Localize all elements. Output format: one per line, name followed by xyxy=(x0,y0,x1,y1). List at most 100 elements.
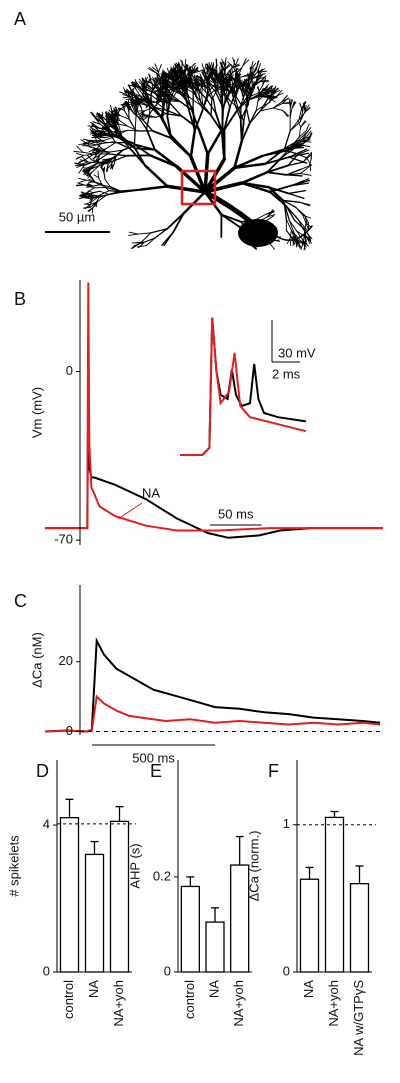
dendrite xyxy=(160,75,163,83)
dendrite xyxy=(145,128,156,151)
dendrite xyxy=(305,222,310,231)
bar xyxy=(299,878,320,973)
dendrite xyxy=(290,139,302,147)
dendrite xyxy=(180,115,200,130)
y-axis-label: AHP (s) xyxy=(127,843,142,888)
dendrite xyxy=(133,81,140,88)
dendrite xyxy=(283,202,291,222)
dendrite xyxy=(217,89,222,100)
dendrite xyxy=(87,190,94,194)
dendrite xyxy=(97,177,103,185)
dendrite xyxy=(84,168,91,176)
dendrite xyxy=(166,115,173,140)
dendrite xyxy=(165,90,171,98)
y-tick-label: -70 xyxy=(54,532,73,547)
dendrite xyxy=(161,78,170,82)
dendrite xyxy=(114,130,121,133)
dendrite xyxy=(266,156,283,174)
dendrite xyxy=(286,238,291,245)
dendrite xyxy=(155,107,167,115)
dendrite xyxy=(109,116,114,123)
dendrite xyxy=(146,84,154,90)
dendrite xyxy=(246,81,249,93)
dendrite xyxy=(143,84,151,90)
dendrite xyxy=(249,110,257,124)
dendrite xyxy=(142,112,149,118)
dendrite xyxy=(237,107,245,122)
dendrite xyxy=(120,129,129,134)
dendrite xyxy=(297,241,301,249)
dendrite xyxy=(82,197,90,199)
y-tick-label: 0.2 xyxy=(153,868,171,883)
dendrite xyxy=(139,185,169,191)
y-axis-label: Vm (mV) xyxy=(29,387,44,438)
dendrite xyxy=(127,129,139,132)
dendrite xyxy=(91,207,94,214)
dendrite xyxy=(300,173,312,176)
dendrite xyxy=(255,75,262,83)
dendrite xyxy=(298,201,311,207)
dendrite xyxy=(188,96,201,105)
dendrite xyxy=(138,78,145,86)
dendrite xyxy=(301,101,307,110)
dendrite xyxy=(221,58,226,66)
dendrite xyxy=(273,89,281,94)
dendrite xyxy=(211,88,219,100)
dendrite xyxy=(145,97,151,103)
dendrite xyxy=(79,161,89,165)
dendrite xyxy=(210,69,218,79)
dendrite xyxy=(103,134,114,137)
dendrite xyxy=(185,88,190,98)
dendrite xyxy=(254,213,267,221)
dendrite xyxy=(86,139,95,143)
dendrite xyxy=(206,81,213,86)
dendrite xyxy=(138,81,145,88)
dendrite xyxy=(285,172,302,176)
dendrite xyxy=(180,59,186,69)
dendrite xyxy=(172,80,178,89)
dendrite xyxy=(293,232,299,243)
dendrite xyxy=(184,59,187,69)
dendrite xyxy=(148,73,152,83)
panel-label: F xyxy=(268,761,279,781)
dendrite xyxy=(241,86,248,95)
dendrite xyxy=(133,113,144,121)
dendrite xyxy=(166,67,170,76)
dendrite xyxy=(201,93,204,105)
dendrite xyxy=(244,83,247,91)
dendrite xyxy=(104,142,116,150)
dendrite xyxy=(240,93,245,105)
x-tick-label: NA xyxy=(301,980,316,998)
trace xyxy=(45,383,383,539)
dendrite xyxy=(90,152,98,156)
dendrite xyxy=(201,81,208,89)
dendrite xyxy=(290,182,310,187)
dendrite xyxy=(281,145,292,159)
dendrite xyxy=(102,158,109,161)
dendrite xyxy=(135,88,142,98)
dendrite xyxy=(73,150,84,153)
dendrite xyxy=(276,92,284,97)
dendrite xyxy=(172,72,178,82)
dendrite xyxy=(220,213,242,223)
dendrite xyxy=(200,79,204,87)
dendrite xyxy=(116,114,121,122)
dendrite xyxy=(105,164,109,172)
dendrite xyxy=(193,82,199,88)
dendrite xyxy=(178,61,182,70)
dendrite xyxy=(225,94,231,102)
dendrite xyxy=(180,91,190,98)
dendrite xyxy=(128,86,133,94)
dendrite xyxy=(86,185,94,188)
dendrite xyxy=(234,58,239,67)
dendrite xyxy=(108,123,116,131)
dendrite xyxy=(88,201,92,208)
dendrite xyxy=(161,231,174,246)
dendrite xyxy=(156,102,167,111)
dendrite xyxy=(222,99,226,114)
dendrite xyxy=(165,113,183,117)
bar xyxy=(205,921,225,973)
dendrite xyxy=(245,108,251,124)
dendrite xyxy=(168,80,178,86)
dendrite xyxy=(173,86,182,93)
